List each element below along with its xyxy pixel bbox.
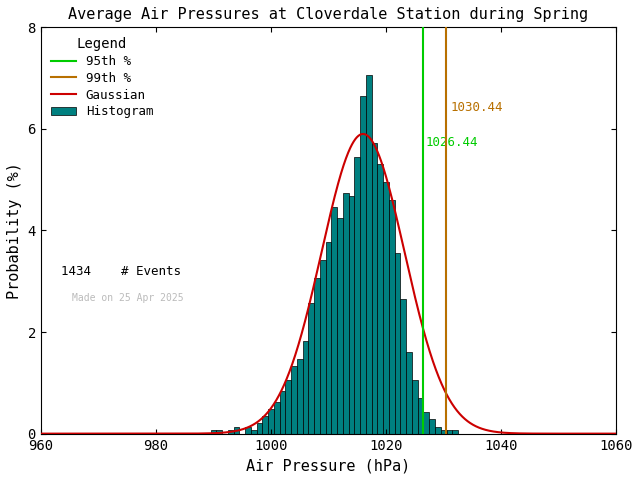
X-axis label: Air Pressure (hPa): Air Pressure (hPa) [246,458,411,473]
Bar [274,402,280,433]
Bar [401,299,406,433]
Bar [216,430,222,433]
Text: 1026.44: 1026.44 [426,136,478,149]
Bar [452,430,458,433]
Bar [314,278,320,433]
Bar [257,423,262,433]
Bar [395,253,401,433]
Bar [372,143,378,433]
Bar [435,427,441,433]
Bar [337,218,343,433]
Bar [234,427,239,433]
Bar [424,412,429,433]
Text: Made on 25 Apr 2025: Made on 25 Apr 2025 [72,293,184,303]
Bar [285,380,291,433]
Bar [389,200,395,433]
Y-axis label: Probability (%): Probability (%) [7,162,22,299]
Bar [441,430,447,433]
Bar [406,352,412,433]
Bar [297,359,303,433]
Title: Average Air Pressures at Cloverdale Station during Spring: Average Air Pressures at Cloverdale Stat… [68,7,589,22]
Bar [332,207,337,433]
Bar [262,416,268,433]
Bar [268,409,274,433]
Bar [429,420,435,433]
Bar [251,430,257,433]
Bar [349,196,355,433]
Bar [378,164,383,433]
Bar [383,182,389,433]
Text: 1434    # Events: 1434 # Events [61,265,181,278]
Bar [308,302,314,433]
Bar [303,341,308,433]
Bar [343,193,349,433]
Bar [447,430,452,433]
Bar [320,260,326,433]
Bar [211,430,216,433]
Bar [360,96,366,433]
Bar [412,380,418,433]
Bar [418,398,424,433]
Bar [280,391,285,433]
Bar [228,430,234,433]
Bar [326,242,332,433]
Legend: 95th %, 99th %, Gaussian, Histogram: 95th %, 99th %, Gaussian, Histogram [47,34,157,122]
Bar [245,427,251,433]
Text: 1030.44: 1030.44 [451,101,503,114]
Bar [291,366,297,433]
Bar [355,157,360,433]
Bar [366,74,372,433]
